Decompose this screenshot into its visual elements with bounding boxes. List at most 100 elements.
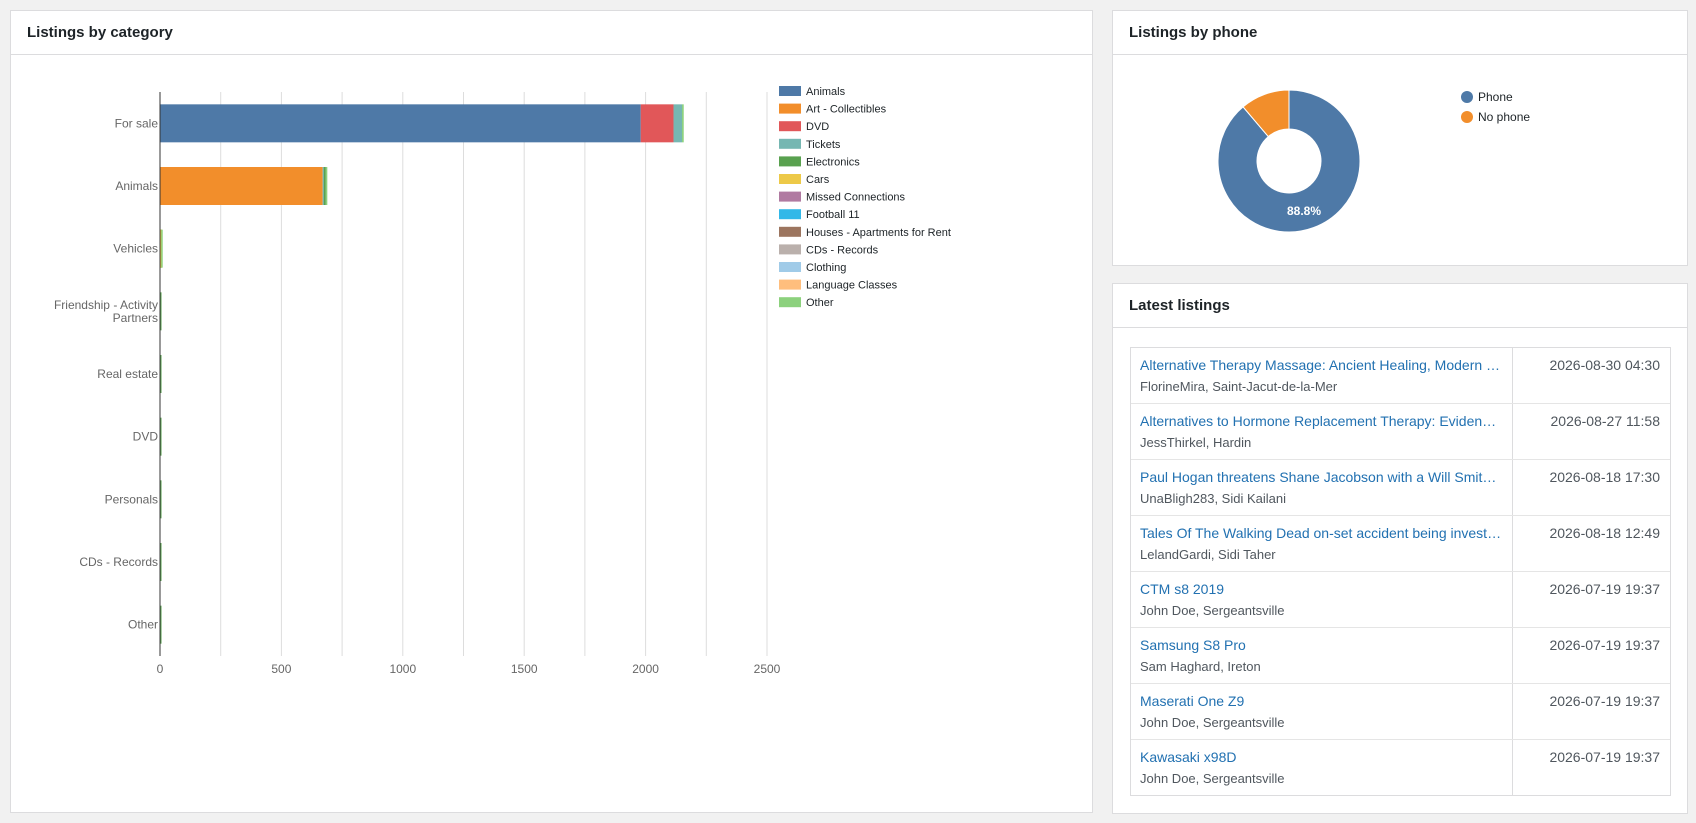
listings-by-phone-chart: 88.8% Phone No phone xyxy=(1217,89,1530,233)
listing-date: 2026-07-19 19:37 xyxy=(1549,581,1660,597)
category-label: Animals xyxy=(115,179,158,193)
listing-info: Tales Of The Walking Dead on-set acciden… xyxy=(1131,516,1513,571)
bar-segment[interactable] xyxy=(682,104,684,143)
pie-slice[interactable] xyxy=(1242,89,1290,138)
panel-title: Listings by phone xyxy=(1113,11,1687,55)
listing-author-location: JessThirkel, Hardin xyxy=(1140,435,1252,450)
legend-swatch xyxy=(779,297,801,308)
bar-segment[interactable] xyxy=(323,167,326,205)
bar-segment[interactable] xyxy=(160,355,162,393)
legend-label[interactable]: No phone xyxy=(1478,110,1530,124)
legend-swatch xyxy=(779,262,801,272)
legend-swatch xyxy=(1461,91,1473,103)
legend-label[interactable]: Missed Connections xyxy=(806,192,906,204)
listings-by-category-panel: Listings by category 0 500 1000 1500 2000 250… xyxy=(10,10,1093,813)
listing-author-location: UnaBligh283, Sidi Kailani xyxy=(1140,491,1286,506)
x-tick-label: 1500 xyxy=(511,662,538,676)
category-label: CDs - Records xyxy=(79,555,158,569)
listing-author-location: John Doe, Sergeantsville xyxy=(1140,715,1285,730)
category-label: Real estate xyxy=(97,367,158,381)
listing-date: 2026-08-30 04:30 xyxy=(1549,357,1660,373)
bar-segment[interactable] xyxy=(160,292,162,331)
table-row: CTM s8 2019 John Doe, Sergeantsville 202… xyxy=(1131,572,1670,628)
legend-label[interactable]: Tickets xyxy=(806,139,841,151)
pie-data-label: 88.8% xyxy=(1287,204,1321,218)
legend-swatch xyxy=(779,174,801,184)
listing-title-link[interactable]: Maserati One Z9 xyxy=(1140,693,1245,709)
legend-label[interactable]: Other xyxy=(806,297,834,309)
table-row: Kawasaki x98D John Doe, Sergeantsville 2… xyxy=(1131,740,1670,795)
table-row: Alternative Therapy Massage: Ancient Hea… xyxy=(1131,348,1670,404)
listing-date: 2026-07-19 19:37 xyxy=(1549,637,1660,653)
legend-label[interactable]: Language Classes xyxy=(806,280,898,292)
listings-by-category-chart: 0 500 1000 1500 2000 2500 For sale Animals Vehic… xyxy=(54,86,951,676)
category-label: Vehicles xyxy=(113,242,158,256)
x-tick-label: 500 xyxy=(271,662,291,676)
legend-swatch xyxy=(779,244,801,255)
listing-title-link[interactable]: Samsung S8 Pro xyxy=(1140,637,1246,653)
listing-info: CTM s8 2019 John Doe, Sergeantsville xyxy=(1131,572,1513,627)
legend-label[interactable]: Art - Collectibles xyxy=(806,104,887,116)
legend-label[interactable]: DVD xyxy=(806,121,829,133)
listing-author-location: John Doe, Sergeantsville xyxy=(1140,771,1285,786)
listing-title-link[interactable]: Tales Of The Walking Dead on-set acciden… xyxy=(1140,525,1503,541)
bar-segment[interactable] xyxy=(673,104,683,143)
latest-listings-panel: Latest listings Alternative Therapy Mass… xyxy=(1112,283,1688,814)
listing-title-link[interactable]: Paul Hogan threatens Shane Jacobson with… xyxy=(1140,469,1503,485)
legend-label[interactable]: Animals xyxy=(806,86,846,98)
legend-label[interactable]: Houses - Apartments for Rent xyxy=(806,227,951,239)
legend-label[interactable]: CDs - Records xyxy=(806,244,879,256)
legend-swatch xyxy=(779,279,801,290)
listing-title-link[interactable]: CTM s8 2019 xyxy=(1140,581,1225,597)
table-row: Maserati One Z9 John Doe, Sergeantsville… xyxy=(1131,684,1670,740)
bar-segment[interactable] xyxy=(160,543,162,581)
listing-title-link[interactable]: Kawasaki x98D xyxy=(1140,749,1237,765)
category-label: DVD xyxy=(133,430,159,444)
listing-title-link[interactable]: Alternative Therapy Massage: Ancient Hea… xyxy=(1140,357,1503,373)
legend-swatch xyxy=(779,86,801,96)
bar-segment[interactable] xyxy=(160,417,162,456)
bar-segment[interactable] xyxy=(160,167,323,205)
category-label: Friendship - Activity Partners xyxy=(54,298,158,325)
legend-swatch xyxy=(779,121,801,132)
legend-label[interactable]: Clothing xyxy=(806,262,846,274)
x-tick-label: 1000 xyxy=(389,662,416,676)
legend-label[interactable]: Cars xyxy=(806,174,830,186)
bar-segment[interactable] xyxy=(322,167,325,205)
listing-title-link[interactable]: Alternatives to Hormone Replacement Ther… xyxy=(1140,413,1503,429)
listing-author-location: John Doe, Sergeantsville xyxy=(1140,603,1285,618)
legend-swatch xyxy=(779,226,801,237)
panel-title: Listings by category xyxy=(11,11,1092,55)
category-label: For sale xyxy=(115,116,159,130)
x-tick-label: 2500 xyxy=(754,662,781,676)
table-row: Alternatives to Hormone Replacement Ther… xyxy=(1131,404,1670,460)
bar-segment[interactable] xyxy=(160,480,162,519)
panel-title: Latest listings xyxy=(1113,284,1687,328)
x-tick-label: 2000 xyxy=(632,662,659,676)
legend-swatch xyxy=(779,209,801,220)
listing-date: 2026-07-19 19:37 xyxy=(1549,749,1660,765)
legend-label[interactable]: Phone xyxy=(1478,90,1513,104)
listing-date: 2026-08-27 11:58 xyxy=(1550,413,1661,429)
category-label: Personals xyxy=(105,492,158,506)
listing-info: Kawasaki x98D John Doe, Sergeantsville xyxy=(1131,740,1513,795)
listing-info: Paul Hogan threatens Shane Jacobson with… xyxy=(1131,460,1513,515)
listing-author-location: FlorineMira, Saint-Jacut-de-la-Mer xyxy=(1140,379,1338,394)
listing-date: 2026-08-18 12:49 xyxy=(1549,525,1660,541)
legend-swatch xyxy=(779,191,801,202)
bar-segment[interactable] xyxy=(161,229,163,268)
listing-date: 2026-07-19 19:37 xyxy=(1549,693,1660,709)
table-row: Paul Hogan threatens Shane Jacobson with… xyxy=(1131,460,1670,516)
legend-label[interactable]: Football 11 xyxy=(806,209,860,221)
legend-swatch xyxy=(779,103,801,114)
legend-swatch xyxy=(1461,111,1473,123)
bar-segment[interactable] xyxy=(640,104,674,143)
listing-date: 2026-08-18 17:30 xyxy=(1549,469,1660,485)
table-row: Tales Of The Walking Dead on-set acciden… xyxy=(1131,516,1670,572)
bar-segment[interactable] xyxy=(160,104,641,143)
bar-segment[interactable] xyxy=(325,167,328,205)
listing-info: Samsung S8 Pro Sam Haghard, Ireton xyxy=(1131,628,1513,683)
bar-segment[interactable] xyxy=(160,605,162,644)
legend-label[interactable]: Electronics xyxy=(806,156,860,168)
pie-slice[interactable] xyxy=(1217,89,1361,233)
